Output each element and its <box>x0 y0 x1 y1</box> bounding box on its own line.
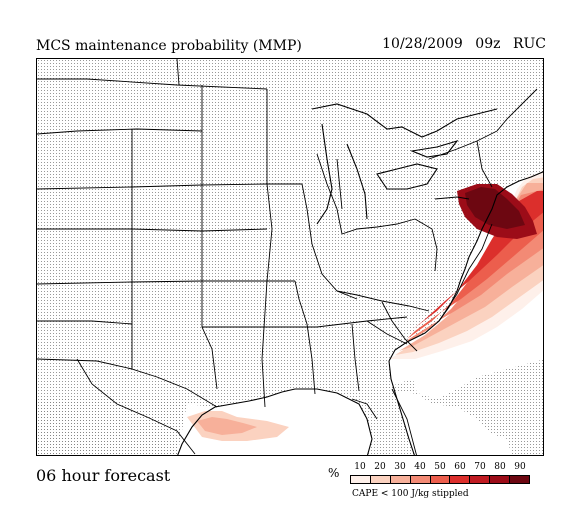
forecast-hour-label: 06 hour forecast <box>36 466 171 485</box>
legend-swatch <box>430 476 451 483</box>
mmp-atlantic-shading <box>389 171 543 359</box>
legend-tick-label: 70 <box>474 462 486 472</box>
legend-swatch <box>370 476 391 483</box>
legend-swatch <box>450 476 471 483</box>
legend-swatch <box>490 476 511 483</box>
legend-tick-label: 60 <box>454 462 466 472</box>
legend-tick-label: 90 <box>514 462 526 472</box>
legend-tick-label: 30 <box>394 462 406 472</box>
legend-tick-label: 10 <box>354 462 366 472</box>
legend-swatch <box>410 476 431 483</box>
stipple-gulf-west <box>37 397 187 455</box>
legend-unit: % <box>328 466 340 480</box>
legend-tick-label: 20 <box>374 462 386 472</box>
atlantic-open-water <box>407 329 543 399</box>
legend-swatch <box>470 476 491 483</box>
map-svg <box>37 59 543 455</box>
coastline <box>177 103 543 455</box>
legend-tick-label: 80 <box>494 462 506 472</box>
legend-swatch <box>390 476 411 483</box>
state-boundaries <box>37 59 538 455</box>
legend-colorbar <box>350 475 530 484</box>
valid-hour: 09z <box>475 36 501 52</box>
mmp-gulf-shading <box>187 411 289 441</box>
legend-tick-label: 50 <box>434 462 446 472</box>
legend-tick-labels: 10 20 30 40 50 60 70 80 90 <box>350 462 530 474</box>
legend-swatch <box>510 476 530 483</box>
legend-tick-label: 40 <box>414 462 426 472</box>
model-name: RUC <box>512 36 546 52</box>
valid-time-stamp: 10/28/2009 09z RUC <box>382 36 546 52</box>
legend-swatch <box>351 476 371 483</box>
valid-date: 10/28/2009 <box>382 36 463 52</box>
map-panel <box>36 58 544 456</box>
legend-stipple-note: CAPE < 100 J/kg stippled <box>352 489 469 499</box>
chart-title: MCS maintenance probability (MMP) <box>36 38 302 54</box>
